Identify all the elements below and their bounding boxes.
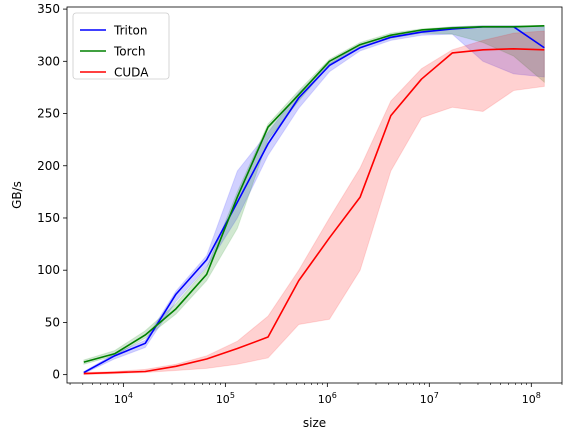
x-tick-label: 104 xyxy=(114,391,133,406)
legend: Triton Torch CUDA xyxy=(72,12,170,80)
legend-label: Triton xyxy=(113,24,148,38)
x-axis: 104 105 106 107 108 xyxy=(69,383,563,406)
line-cuda xyxy=(83,47,545,375)
band-cuda xyxy=(83,30,545,376)
y-tick-label: 100 xyxy=(37,263,60,277)
plot-frame xyxy=(66,6,563,384)
x-tick-label: 106 xyxy=(318,391,337,406)
y-tick-label: 250 xyxy=(37,107,60,121)
y-tick-label: 50 xyxy=(45,315,60,329)
y-tick-label: 200 xyxy=(37,159,60,173)
x-tick-label: 108 xyxy=(522,391,541,406)
x-axis-label: size xyxy=(303,416,326,430)
band-torch xyxy=(83,25,545,365)
y-tick-label: 150 xyxy=(37,211,60,225)
y-tick-label: 350 xyxy=(37,2,60,16)
x-tick-label: 105 xyxy=(216,391,235,406)
line-torch xyxy=(83,25,545,363)
x-tick-label: 107 xyxy=(420,391,439,406)
y-axis: 0 50 100 150 200 250 300 350 xyxy=(37,2,67,382)
series-lines xyxy=(83,25,545,375)
y-tick-label: 0 xyxy=(52,368,60,382)
y-tick-label: 300 xyxy=(37,54,60,68)
y-axis-label: GB/s xyxy=(10,181,24,209)
legend-label: CUDA xyxy=(114,66,149,80)
legend-label: Torch xyxy=(113,45,146,59)
